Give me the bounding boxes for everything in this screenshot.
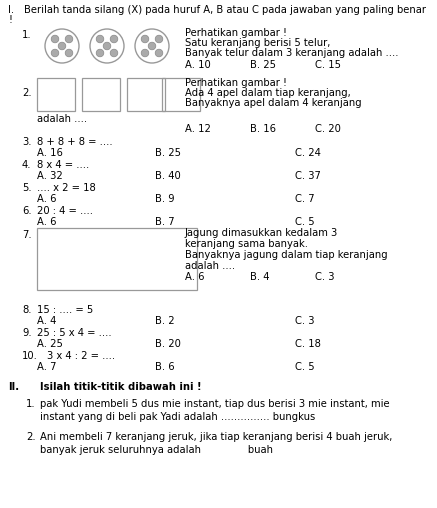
Text: pak Yudi membeli 5 dus mie instant, tiap dus berisi 3 mie instant, mie: pak Yudi membeli 5 dus mie instant, tiap… xyxy=(40,399,390,409)
Text: 4.: 4. xyxy=(22,160,31,170)
Text: Perhatikan gambar !: Perhatikan gambar ! xyxy=(185,78,287,88)
Text: Isilah titik-titik dibawah ini !: Isilah titik-titik dibawah ini ! xyxy=(40,382,201,392)
Circle shape xyxy=(103,42,111,50)
Text: 3.: 3. xyxy=(22,137,31,147)
Text: Berilah tanda silang (X) pada huruf A, B atau C pada jawaban yang paling benar: Berilah tanda silang (X) pada huruf A, B… xyxy=(24,5,426,15)
Bar xyxy=(37,228,197,290)
Text: Banyaknya jagung dalam tiap keranjang: Banyaknya jagung dalam tiap keranjang xyxy=(185,250,388,260)
Text: 1.: 1. xyxy=(22,30,31,40)
Text: C. 15: C. 15 xyxy=(315,60,341,70)
Text: C. 3: C. 3 xyxy=(295,316,315,326)
Text: B. 2: B. 2 xyxy=(155,316,175,326)
Text: A. 32: A. 32 xyxy=(37,171,63,181)
Text: 8 + 8 + 8 = ....: 8 + 8 + 8 = .... xyxy=(37,137,113,147)
Bar xyxy=(82,78,120,111)
Bar xyxy=(37,78,75,111)
Text: adalah ....: adalah .... xyxy=(37,114,87,124)
Text: Banyaknya apel dalam 4 keranjang: Banyaknya apel dalam 4 keranjang xyxy=(185,98,362,108)
Text: 8 x 4 = ....: 8 x 4 = .... xyxy=(37,160,89,170)
Text: 20 : 4 = ....: 20 : 4 = .... xyxy=(37,206,93,216)
Text: B. 4: B. 4 xyxy=(250,272,270,282)
Text: C. 5: C. 5 xyxy=(295,362,315,372)
Text: 9.: 9. xyxy=(22,328,31,338)
Text: 15 : .... = 5: 15 : .... = 5 xyxy=(37,305,93,315)
Circle shape xyxy=(110,35,118,43)
Circle shape xyxy=(141,35,149,43)
Text: A. 6: A. 6 xyxy=(37,194,56,204)
Text: Satu keranjang berisi 5 telur,: Satu keranjang berisi 5 telur, xyxy=(185,38,330,48)
Circle shape xyxy=(141,49,149,57)
Text: C. 3: C. 3 xyxy=(315,272,334,282)
Text: B. 6: B. 6 xyxy=(155,362,175,372)
Text: B. 25: B. 25 xyxy=(155,148,181,158)
Text: Ada 4 apel dalam tiap keranjang,: Ada 4 apel dalam tiap keranjang, xyxy=(185,88,351,98)
Text: Perhatikan gambar !: Perhatikan gambar ! xyxy=(185,28,287,38)
Text: 6.: 6. xyxy=(22,206,31,216)
Text: Ani membeli 7 keranjang jeruk, jika tiap keranjang berisi 4 buah jeruk,: Ani membeli 7 keranjang jeruk, jika tiap… xyxy=(40,432,392,442)
Text: B. 40: B. 40 xyxy=(155,171,181,181)
Circle shape xyxy=(51,49,59,57)
Text: 1.: 1. xyxy=(26,399,36,409)
Text: A. 4: A. 4 xyxy=(37,316,56,326)
Text: 2.: 2. xyxy=(26,432,36,442)
Text: A. 6: A. 6 xyxy=(185,272,205,282)
Text: 8.: 8. xyxy=(22,305,31,315)
Text: 7.: 7. xyxy=(22,230,31,240)
Text: C. 37: C. 37 xyxy=(295,171,321,181)
Text: A. 12: A. 12 xyxy=(185,124,211,134)
Text: A. 6: A. 6 xyxy=(37,217,56,227)
Bar xyxy=(127,78,165,111)
Text: C. 20: C. 20 xyxy=(315,124,341,134)
Bar xyxy=(162,78,200,111)
Text: C. 24: C. 24 xyxy=(295,148,321,158)
Text: I.: I. xyxy=(8,5,14,15)
Text: !: ! xyxy=(8,15,12,25)
Text: B. 7: B. 7 xyxy=(155,217,175,227)
Text: Jagung dimasukkan kedalam 3: Jagung dimasukkan kedalam 3 xyxy=(185,228,338,238)
Circle shape xyxy=(96,49,104,57)
Circle shape xyxy=(148,42,156,50)
Text: 2.: 2. xyxy=(22,88,31,98)
Circle shape xyxy=(155,35,163,43)
Text: 25 : 5 x 4 = ....: 25 : 5 x 4 = .... xyxy=(37,328,111,338)
Text: A. 25: A. 25 xyxy=(37,339,63,349)
Text: Banyak telur dalam 3 keranjang adalah ....: Banyak telur dalam 3 keranjang adalah ..… xyxy=(185,48,399,58)
Text: 3 x 4 : 2 = ....: 3 x 4 : 2 = .... xyxy=(47,351,115,361)
Circle shape xyxy=(51,35,59,43)
Text: instant yang di beli pak Yadi adalah ............... bungkus: instant yang di beli pak Yadi adalah ...… xyxy=(40,412,315,422)
Text: adalah ....: adalah .... xyxy=(185,261,235,271)
Circle shape xyxy=(96,35,104,43)
Text: A. 7: A. 7 xyxy=(37,362,56,372)
Text: banyak jeruk seluruhnya adalah               buah: banyak jeruk seluruhnya adalah buah xyxy=(40,445,273,455)
Text: C. 7: C. 7 xyxy=(295,194,315,204)
Text: C. 5: C. 5 xyxy=(295,217,315,227)
Text: B. 16: B. 16 xyxy=(250,124,276,134)
Text: B. 25: B. 25 xyxy=(250,60,276,70)
Text: A. 10: A. 10 xyxy=(185,60,211,70)
Text: C. 18: C. 18 xyxy=(295,339,321,349)
Text: keranjang sama banyak.: keranjang sama banyak. xyxy=(185,239,308,249)
Text: 10.: 10. xyxy=(22,351,38,361)
Circle shape xyxy=(65,35,73,43)
Circle shape xyxy=(155,49,163,57)
Circle shape xyxy=(110,49,118,57)
Text: II.: II. xyxy=(8,382,19,392)
Text: B. 9: B. 9 xyxy=(155,194,175,204)
Text: B. 20: B. 20 xyxy=(155,339,181,349)
Text: 5.: 5. xyxy=(22,183,31,193)
Text: .... x 2 = 18: .... x 2 = 18 xyxy=(37,183,96,193)
Circle shape xyxy=(65,49,73,57)
Circle shape xyxy=(58,42,66,50)
Text: A. 16: A. 16 xyxy=(37,148,63,158)
